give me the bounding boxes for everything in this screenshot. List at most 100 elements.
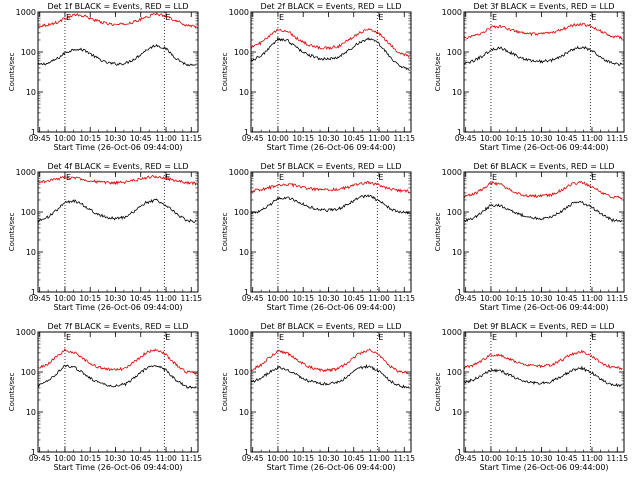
event-marker-label: E [492, 13, 497, 22]
x-tick-label: 11:15 [180, 454, 202, 463]
x-tick-label: 09:45 [29, 454, 51, 463]
y-tick-label: 100 [234, 368, 249, 377]
event-marker-label: E [591, 13, 596, 22]
x-tick-label: 10:30 [105, 294, 127, 303]
y-axis-label: Counts/sec [8, 213, 16, 252]
y-tick-label: 100 [21, 208, 36, 217]
lld-series-line [250, 348, 410, 375]
x-tick-label: 10:00 [480, 454, 502, 463]
panel-title: Det 9f BLACK = Events, RED = LLD [473, 322, 614, 331]
panel-title: Det 6f BLACK = Events, RED = LLD [473, 162, 614, 171]
plot-frame [250, 171, 412, 293]
panel-title: Det 7f BLACK = Events, RED = LLD [47, 322, 188, 331]
x-tick-label: 10:15 [79, 134, 101, 143]
y-tick-label: 10 [239, 88, 249, 97]
y-tick-label: 1 [244, 288, 249, 297]
event-marker-label: E [66, 13, 71, 22]
y-axis-label: Counts/sec [8, 373, 16, 412]
event-marker-label: E [378, 13, 383, 22]
plot-frame [250, 331, 412, 453]
x-tick-label: 10:45 [130, 294, 152, 303]
y-tick-label: 100 [447, 48, 462, 57]
detector-panel-6: Det 6f BLACK = Events, RED = LLD E E 1 10 100… [434, 162, 628, 312]
y-tick-label: 1 [244, 448, 249, 457]
x-axis-label: Start Time (26-Oct-06 09:44:00) [479, 143, 608, 152]
x-tick-label: 11:00 [581, 454, 603, 463]
x-tick-label: 10:15 [292, 134, 314, 143]
y-tick-label: 100 [447, 368, 462, 377]
events-series-line [250, 363, 410, 389]
x-axis-label: Start Time (26-Oct-06 09:44:00) [53, 303, 182, 312]
events-series-line [37, 43, 197, 67]
x-tick-label: 11:00 [368, 454, 390, 463]
event-marker-label: E [492, 173, 497, 182]
events-series-line [37, 364, 197, 389]
plot-frame [37, 331, 199, 453]
x-tick-label: 09:45 [29, 294, 51, 303]
y-tick-label: 1000 [16, 168, 36, 177]
x-tick-label: 11:00 [581, 294, 603, 303]
x-axis-label: Start Time (26-Oct-06 09:44:00) [479, 463, 608, 472]
y-tick-label: 1000 [16, 8, 36, 17]
x-tick-label: 10:15 [505, 454, 527, 463]
x-tick-label: 11:00 [155, 454, 177, 463]
x-tick-label: 10:00 [54, 134, 76, 143]
y-tick-label: 10 [26, 408, 36, 417]
panel-title: Det 5f BLACK = Events, RED = LLD [260, 162, 401, 171]
y-axis-label: Counts/sec [434, 53, 442, 92]
events-series-line [463, 200, 623, 223]
y-tick-label: 10 [452, 248, 462, 257]
y-tick-label: 1000 [229, 168, 249, 177]
event-marker-label: E [279, 13, 284, 22]
event-marker-label: E [66, 333, 71, 342]
x-tick-label: 10:30 [531, 294, 553, 303]
y-axis-label: Counts/sec [434, 213, 442, 252]
y-axis-label: Counts/sec [221, 53, 229, 92]
x-axis-label: Start Time (26-Oct-06 09:44:00) [266, 463, 395, 472]
x-axis-label: Start Time (26-Oct-06 09:44:00) [266, 303, 395, 312]
x-tick-label: 10:45 [556, 294, 578, 303]
event-marker-label: E [279, 173, 284, 182]
events-series-line [464, 365, 623, 388]
x-tick-label: 10:15 [292, 454, 314, 463]
x-tick-label: 09:45 [242, 454, 264, 463]
y-tick-label: 1 [31, 448, 36, 457]
x-tick-label: 10:30 [105, 134, 127, 143]
y-tick-label: 1000 [229, 328, 249, 337]
detector-panel-7: Det 7f BLACK = Events, RED = LLD E E 1 10 100… [8, 322, 202, 472]
y-tick-label: 1 [457, 128, 462, 137]
lld-series-line [463, 22, 623, 40]
y-tick-label: 1000 [16, 328, 36, 337]
y-tick-label: 1 [457, 288, 462, 297]
detector-panel-8: Det 8f BLACK = Events, RED = LLD E E 1 10 100… [221, 322, 415, 472]
x-tick-label: 11:15 [393, 454, 415, 463]
x-tick-label: 11:00 [581, 134, 603, 143]
x-tick-label: 11:15 [180, 134, 202, 143]
y-axis-label: Counts/sec [221, 213, 229, 252]
y-tick-label: 1 [31, 288, 36, 297]
detector-panel-5: Det 5f BLACK = Events, RED = LLD E E 1 10 100… [221, 162, 415, 312]
events-series-line [250, 194, 410, 215]
x-axis-label: Start Time (26-Oct-06 09:44:00) [53, 143, 182, 152]
x-tick-label: 11:00 [155, 134, 177, 143]
y-tick-label: 100 [21, 48, 36, 57]
x-tick-label: 09:45 [455, 134, 477, 143]
x-tick-label: 10:45 [343, 454, 365, 463]
x-tick-label: 10:45 [130, 134, 152, 143]
x-tick-label: 10:30 [318, 294, 340, 303]
lld-series-line [463, 349, 623, 371]
x-tick-label: 11:15 [606, 454, 628, 463]
y-axis-label: Counts/sec [221, 373, 229, 412]
x-tick-label: 10:30 [105, 454, 127, 463]
x-axis-label: Start Time (26-Oct-06 09:44:00) [266, 143, 395, 152]
events-series-line [463, 45, 623, 67]
x-tick-label: 09:45 [242, 294, 264, 303]
plot-frame [463, 11, 625, 133]
detector-panel-1: Det 1f BLACK = Events, RED = LLD E E 1 10 100… [8, 2, 202, 152]
y-tick-label: 1 [31, 128, 36, 137]
x-tick-label: 10:00 [54, 454, 76, 463]
plot-frame [37, 171, 199, 293]
x-tick-label: 11:00 [368, 134, 390, 143]
plot-frame [37, 11, 199, 133]
